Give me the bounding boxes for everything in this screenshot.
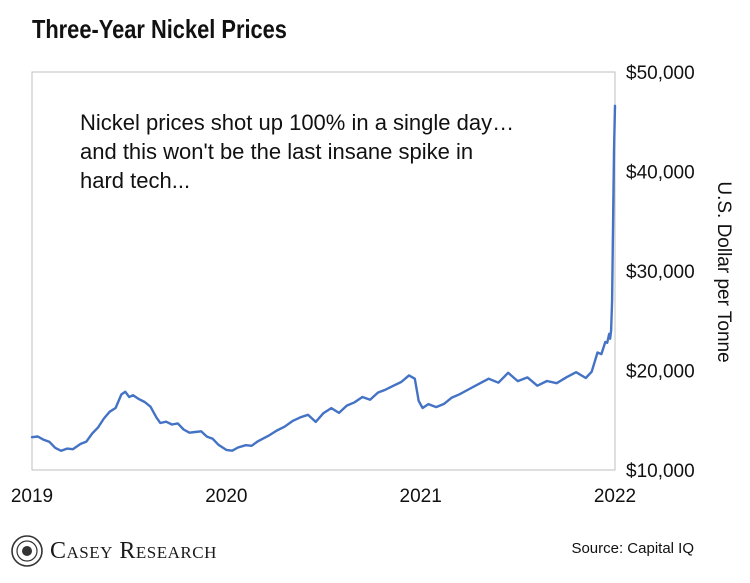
casey-research-emblem-icon (11, 535, 43, 567)
x-tick-label: 2021 (400, 486, 442, 507)
annotation-line-2: and this won't be the last insane spike … (80, 139, 474, 164)
source-note: Source: Capital IQ (571, 540, 694, 557)
plot-frame (31, 71, 616, 471)
x-axis-ticks: 2019 2020 2021 2022 (11, 486, 636, 507)
chart-annotation: Nickel prices shot up 100% in a single d… (80, 108, 550, 195)
x-tick-label: 2020 (205, 486, 247, 507)
brand-logo: Casey Research (10, 534, 217, 568)
price-series-line (30, 104, 617, 452)
chart-title: Three-Year Nickel Prices (32, 14, 287, 44)
y-axis-label: U.S. Dollar per Tonne (713, 181, 734, 362)
y-tick-label: $40,000 (626, 163, 695, 184)
y-axis-ticks: $10,000 $20,000 $30,000 $40,000 $50,000 (626, 63, 695, 482)
brand-name: Casey Research (50, 537, 217, 564)
y-tick-label: $20,000 (626, 362, 695, 383)
x-tick-label: 2022 (594, 486, 636, 507)
y-tick-label: $30,000 (626, 262, 695, 283)
x-tick-label: 2019 (11, 486, 53, 507)
annotation-line-1: Nickel prices shot up 100% in a single d… (80, 110, 515, 135)
y-tick-label: $10,000 (626, 461, 695, 482)
y-tick-label: $50,000 (626, 63, 695, 84)
annotation-line-3: hard tech... (80, 168, 191, 193)
